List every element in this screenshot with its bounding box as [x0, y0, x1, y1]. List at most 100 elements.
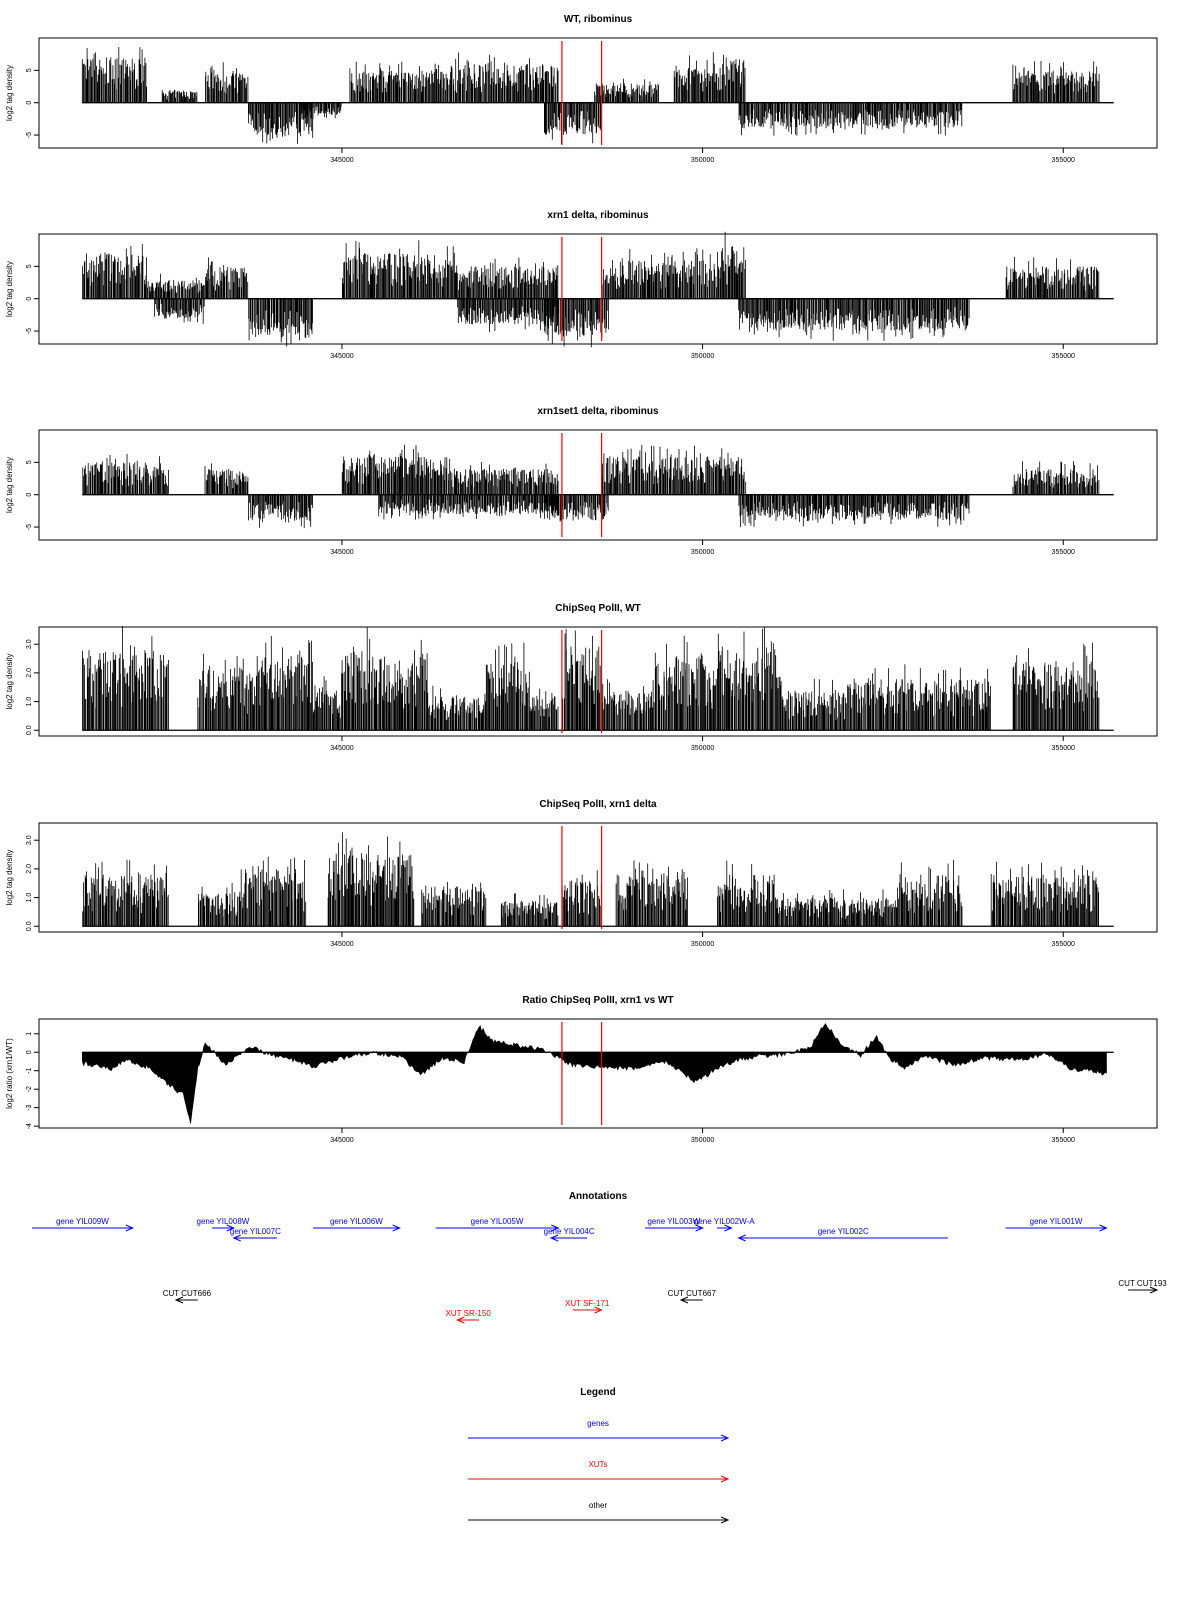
legend-title: Legend	[580, 1387, 616, 1398]
chart-panel-3: xrn1set1 delta, ribominus log2 tag densit…	[5, 406, 1158, 556]
y-tick-label: -1	[26, 1068, 33, 1074]
bar-segment	[544, 102, 602, 144]
bar-segment	[342, 240, 458, 299]
x-tick-label: 345000	[330, 1137, 353, 1144]
x-tick-label: 345000	[330, 745, 353, 752]
y-tick-label: 1.0	[26, 697, 33, 707]
x-tick-label: 350000	[691, 745, 714, 752]
arrow-head-icon	[226, 1224, 236, 1232]
bar-segment	[601, 248, 717, 299]
bar-segment	[82, 859, 169, 927]
bar-segment	[561, 870, 602, 927]
arrow-head-icon	[125, 1224, 135, 1232]
feature-label: gene YIL001W	[1030, 1217, 1083, 1226]
feature-label: gene YIL002C	[818, 1227, 869, 1236]
bar-segment	[341, 627, 429, 731]
feature-label: gene YIL009W	[56, 1217, 109, 1226]
feature-label: CUT CUT667	[668, 1289, 717, 1298]
bar-segment	[1012, 61, 1100, 103]
feature-label: XUT SR-150	[446, 1309, 492, 1318]
bar-segment	[738, 494, 970, 528]
feature-gene: gene YIL009W	[32, 1217, 135, 1232]
chart-panel-5: ChipSeq PolII, xrn1 delta log2 tag densit…	[5, 799, 1158, 948]
bar-segment	[154, 298, 205, 324]
bar-segment	[781, 678, 847, 731]
feature-label: XUT SF-171	[565, 1299, 610, 1308]
bar-segment	[990, 862, 1099, 927]
bar-segment	[298, 102, 342, 120]
y-axis-label: log2 tag density	[5, 261, 14, 317]
feature-label: CUT CUT666	[163, 1289, 212, 1298]
bar-segment	[500, 893, 559, 927]
x-tick-label: 345000	[330, 353, 353, 360]
feature-other: CUT CUT667	[668, 1289, 717, 1304]
bar-segment	[544, 494, 609, 522]
bar-segment	[240, 856, 307, 927]
legend-entry-gene: genes	[468, 1419, 730, 1442]
chart-panel-1: WT, ribominus log2 tag density -5 0 5 345000 3…	[5, 14, 1158, 164]
bar-segment	[197, 654, 249, 731]
y-tick-label: -3	[26, 1104, 33, 1110]
y-tick-label: 2.0	[26, 668, 33, 678]
bar-segment	[601, 444, 718, 495]
y-tick-label: -5	[26, 328, 33, 334]
chart-title: ChipSeq PolII, xrn1 delta	[539, 799, 657, 810]
y-tick-label: 3.0	[26, 835, 33, 845]
y-tick-label: 1.0	[26, 893, 33, 903]
bar-segment	[738, 298, 970, 341]
chart-title: xrn1 delta, ribominus	[547, 210, 649, 221]
chart-title: ChipSeq PolII, WT	[555, 603, 641, 614]
bar-segment	[457, 298, 559, 333]
feature-label: gene YIL008W	[197, 1217, 250, 1226]
bar-segment	[82, 453, 169, 495]
arrow-head-icon	[594, 1306, 603, 1314]
legend-panel: Legend genes XUTs other	[468, 1387, 730, 1524]
bar-segment	[615, 860, 688, 927]
feature-gene: gene YIL007C	[230, 1227, 281, 1242]
bar-segment	[248, 102, 314, 144]
plot-frame	[38, 37, 1158, 149]
bar-segment	[1005, 257, 1100, 299]
chart-panel-2: xrn1 delta, ribominus log2 tag density -5 0…	[5, 210, 1158, 360]
data-bars	[82, 231, 1100, 348]
y-tick-label: 5	[26, 460, 33, 464]
bar-segment	[897, 859, 963, 927]
arrow-head-icon	[695, 1224, 704, 1232]
y-tick-label: 0	[26, 493, 33, 497]
data-bars	[82, 444, 1100, 529]
bar-segment	[673, 52, 724, 103]
x-tick-label: 350000	[691, 353, 714, 360]
y-axis-label: log2 tag density	[5, 65, 14, 121]
feature-gene: gene YIL005W	[435, 1217, 560, 1232]
feature-label: gene YIL006W	[330, 1217, 383, 1226]
bar-segment	[341, 444, 451, 495]
feature-gene: gene YIL003W	[644, 1217, 704, 1232]
bar-segment	[601, 679, 652, 731]
bar-segment	[847, 664, 991, 731]
bar-segment	[1012, 642, 1100, 731]
arrow-head-icon	[720, 1475, 730, 1483]
bar-segment	[717, 860, 775, 927]
bar-segment	[248, 494, 313, 529]
legend-label: genes	[587, 1419, 609, 1428]
feature-gene: gene YIL001W	[1005, 1217, 1108, 1232]
arrow-head-icon	[456, 1316, 465, 1324]
feature-gene: gene YIL004C	[544, 1227, 595, 1242]
feature-gene: gene YIL008W	[197, 1217, 250, 1232]
y-tick-label: 5	[26, 68, 33, 72]
chart-title: xrn1set1 delta, ribominus	[537, 406, 659, 417]
y-tick-label: 2.0	[26, 864, 33, 874]
bar-segment	[717, 626, 782, 731]
arrow-head-icon	[720, 1434, 730, 1442]
arrow-head-icon	[720, 1516, 730, 1524]
chart-panel-4: ChipSeq PolII, WT log2 tag density 0.0 1.0 2…	[5, 603, 1158, 752]
feature-other: CUT CUT193	[1118, 1279, 1167, 1294]
x-tick-label: 355000	[1052, 157, 1075, 164]
bar-segment	[205, 62, 249, 103]
bar-segment	[738, 102, 963, 136]
bar-segment	[161, 89, 198, 103]
bar-segment	[561, 629, 602, 731]
x-tick-label: 350000	[691, 941, 714, 948]
y-tick-label: 0	[26, 297, 33, 301]
ratio-area	[82, 1023, 1107, 1124]
